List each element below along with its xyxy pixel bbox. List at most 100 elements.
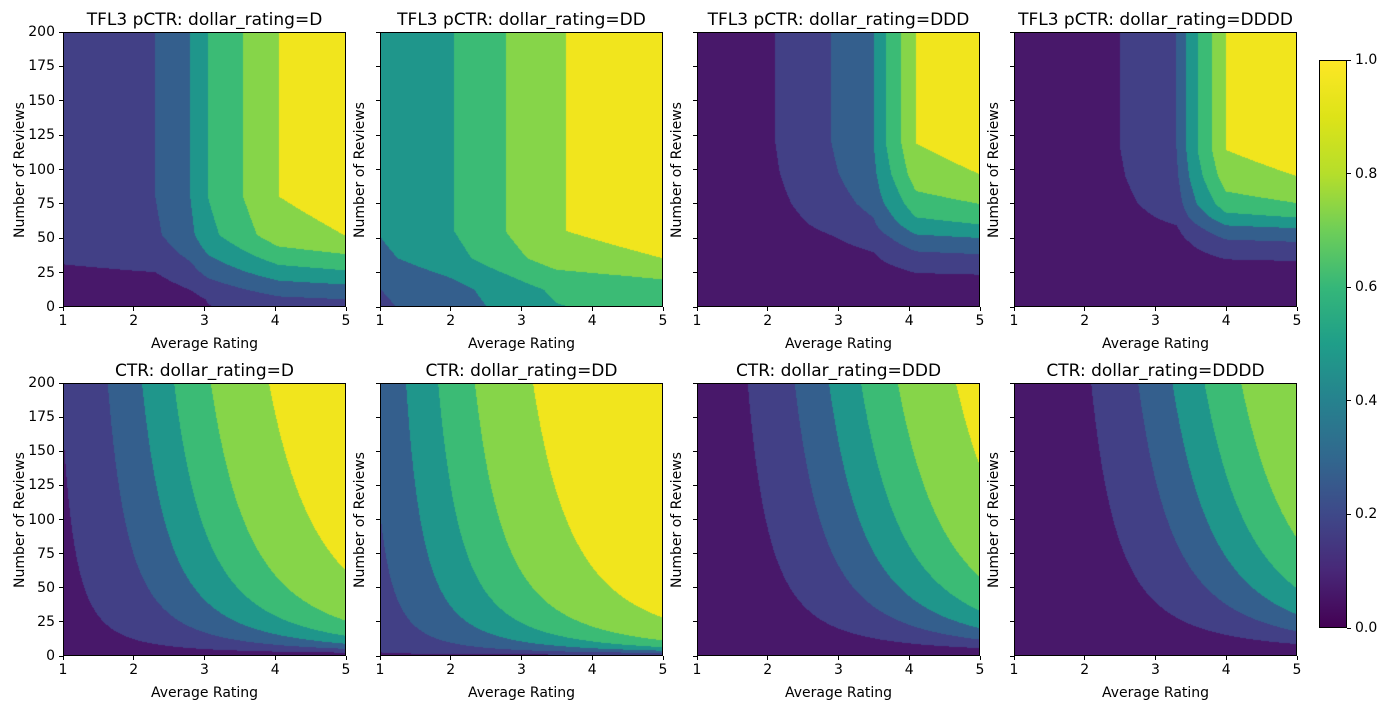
x-axis-label: Average Rating bbox=[467, 336, 576, 352]
y-tick-mark bbox=[1010, 382, 1014, 384]
y-tick-mark bbox=[59, 519, 63, 520]
y-tick-mark bbox=[376, 382, 380, 384]
y-tick-mark bbox=[59, 655, 63, 657]
x-tick-mark bbox=[204, 307, 205, 311]
x-tick-mark bbox=[979, 656, 981, 660]
x-tick-label: 3 bbox=[834, 313, 843, 329]
x-tick-mark bbox=[908, 307, 910, 311]
y-axis-label: Number of Reviews bbox=[669, 451, 685, 588]
y-tick-mark bbox=[693, 272, 697, 274]
x-tick-label: 4 bbox=[1221, 662, 1231, 678]
x-tick-label: 1 bbox=[375, 662, 385, 678]
x-tick-label: 2 bbox=[446, 662, 456, 678]
y-tick-label: 50 bbox=[37, 579, 55, 596]
subplot-axes bbox=[63, 32, 346, 307]
y-tick-mark bbox=[1010, 134, 1014, 136]
y-tick-mark bbox=[376, 237, 380, 239]
x-tick-label: 3 bbox=[517, 313, 526, 329]
colorbar-tick-mark bbox=[1347, 627, 1351, 629]
x-tick-label: 5 bbox=[341, 313, 351, 329]
y-tick-label: 150 bbox=[28, 443, 55, 460]
colorbar-tick-label: 0.4 bbox=[1355, 392, 1378, 409]
y-tick-mark bbox=[693, 553, 697, 555]
x-tick-mark bbox=[838, 307, 839, 311]
x-tick-mark bbox=[204, 656, 205, 660]
y-tick-mark bbox=[693, 655, 697, 657]
y-tick-mark bbox=[376, 450, 380, 452]
x-tick-label: 2 bbox=[129, 662, 139, 678]
y-tick-label: 100 bbox=[28, 161, 55, 178]
y-tick-mark bbox=[376, 272, 380, 274]
y-axis-label: Number of Reviews bbox=[986, 101, 1002, 238]
y-tick-mark bbox=[376, 169, 380, 170]
subplot-title: TFL3 pCTR: dollar_rating=DDD bbox=[707, 10, 970, 30]
y-tick-mark bbox=[376, 553, 380, 555]
x-tick-label: 4 bbox=[270, 662, 280, 678]
x-tick-mark bbox=[62, 307, 64, 311]
colorbar-tick-mark bbox=[1347, 400, 1351, 402]
x-tick-label: 2 bbox=[1080, 313, 1090, 329]
y-tick-label: 125 bbox=[28, 127, 55, 144]
y-tick-mark bbox=[693, 587, 697, 589]
y-tick-mark bbox=[59, 169, 63, 170]
y-tick-mark bbox=[376, 31, 380, 33]
y-axis-label: Number of Reviews bbox=[669, 101, 685, 238]
x-tick-mark bbox=[1225, 656, 1227, 660]
x-tick-mark bbox=[767, 307, 769, 311]
y-tick-label: 125 bbox=[28, 477, 55, 494]
x-tick-label: 2 bbox=[129, 313, 139, 329]
x-tick-mark bbox=[696, 656, 698, 660]
y-tick-mark bbox=[376, 484, 380, 486]
y-tick-mark bbox=[1010, 203, 1014, 205]
x-tick-mark bbox=[521, 307, 522, 311]
y-tick-mark bbox=[376, 621, 380, 623]
y-tick-mark bbox=[59, 100, 63, 102]
x-tick-mark bbox=[450, 656, 452, 660]
x-axis-label: Average Rating bbox=[784, 685, 893, 701]
y-tick-label: 50 bbox=[37, 230, 55, 247]
y-tick-mark bbox=[59, 31, 63, 33]
contour-plot-canvas bbox=[64, 384, 345, 655]
x-tick-label: 5 bbox=[975, 662, 985, 678]
x-tick-label: 5 bbox=[975, 313, 985, 329]
x-tick-mark bbox=[1155, 307, 1156, 311]
y-tick-mark bbox=[1010, 655, 1014, 657]
y-tick-mark bbox=[1010, 553, 1014, 555]
subplot-axes bbox=[1014, 383, 1297, 656]
y-tick-mark bbox=[693, 519, 697, 520]
y-tick-mark bbox=[1010, 519, 1014, 520]
y-tick-mark bbox=[693, 31, 697, 33]
y-tick-mark bbox=[59, 416, 63, 418]
y-tick-mark bbox=[1010, 100, 1014, 102]
x-axis-label: Average Rating bbox=[150, 336, 259, 352]
y-tick-mark bbox=[59, 382, 63, 384]
y-tick-mark bbox=[376, 203, 380, 205]
x-tick-mark bbox=[345, 656, 347, 660]
y-tick-mark bbox=[1010, 450, 1014, 452]
y-tick-mark bbox=[59, 553, 63, 555]
y-tick-mark bbox=[376, 100, 380, 102]
x-axis-label: Average Rating bbox=[1101, 685, 1210, 701]
x-tick-label: 3 bbox=[1151, 313, 1160, 329]
x-tick-mark bbox=[838, 656, 839, 660]
x-tick-mark bbox=[767, 656, 769, 660]
x-tick-label: 2 bbox=[1080, 662, 1090, 678]
y-tick-mark bbox=[693, 237, 697, 239]
y-tick-mark bbox=[376, 306, 380, 308]
y-tick-mark bbox=[376, 134, 380, 136]
x-tick-mark bbox=[133, 656, 135, 660]
x-tick-label: 3 bbox=[200, 313, 209, 329]
x-tick-mark bbox=[591, 656, 593, 660]
x-tick-label: 3 bbox=[200, 662, 209, 678]
y-tick-mark bbox=[376, 416, 380, 418]
x-tick-label: 1 bbox=[58, 313, 68, 329]
x-tick-mark bbox=[274, 307, 276, 311]
subplot-axes bbox=[380, 383, 663, 656]
x-tick-label: 1 bbox=[1009, 662, 1019, 678]
colorbar bbox=[1319, 60, 1347, 628]
y-tick-label: 75 bbox=[37, 545, 55, 562]
colorbar-tick-label: 0.6 bbox=[1355, 279, 1378, 296]
y-tick-label: 0 bbox=[46, 299, 55, 315]
x-tick-mark bbox=[133, 307, 135, 311]
